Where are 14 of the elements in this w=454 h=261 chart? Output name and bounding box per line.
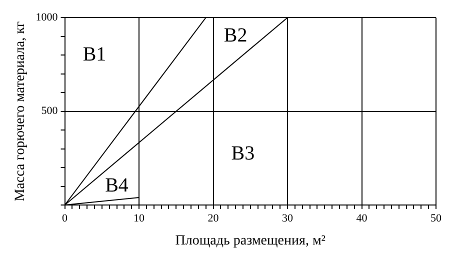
x-tick-label: 40	[356, 212, 368, 224]
y-axis-title: Масса горючего материала, кг	[13, 21, 28, 202]
annotation: B4	[105, 174, 128, 197]
x-tick-label: 20	[208, 212, 220, 224]
x-tick-label: 30	[282, 212, 294, 224]
annotation: B2	[224, 24, 248, 47]
x-tick-label: 0	[62, 212, 68, 224]
x-tick-label: 10	[134, 212, 146, 224]
y-tick-label: 500	[41, 105, 58, 118]
x-axis-title: Площадь размещения, м²	[175, 233, 326, 248]
x-tick-label: 50	[430, 212, 442, 224]
annotation: B1	[82, 43, 106, 66]
y-tick-label: 1000	[36, 11, 58, 24]
annotation: B3	[231, 142, 255, 165]
